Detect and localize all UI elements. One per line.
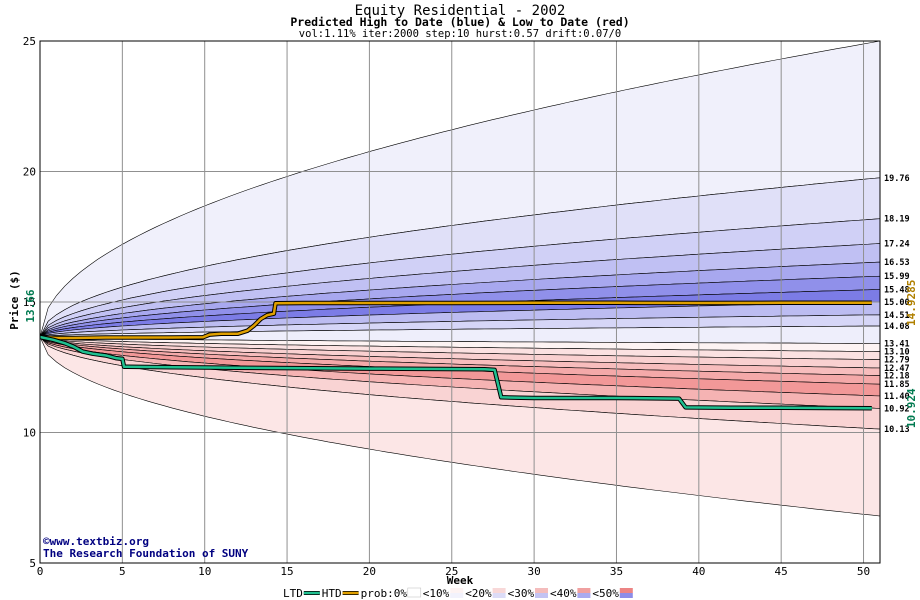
plot-frame (39, 40, 881, 564)
legend-bucket-swatch-red (535, 588, 548, 593)
legend-bucket-label: <10% (423, 587, 450, 600)
htd-line (39, 301, 872, 340)
legend-bucket-swatch-blue (577, 593, 591, 598)
legend-prob-swatch (407, 587, 422, 598)
x-tick-label: 0 (37, 565, 44, 578)
band-end-label: 12.18 (884, 372, 910, 382)
band-end-label: 15.00 (884, 298, 910, 308)
band-end-label: 10.92 (884, 404, 910, 414)
chart-subtitle: Predicted High to Date (blue) & Low to D… (290, 15, 629, 29)
chart-params: vol:1.11% iter:2000 step:10 hurst:0.57 d… (299, 28, 621, 40)
y-tick-label: 5 (29, 557, 36, 570)
legend-bucket-swatch-red (492, 588, 506, 593)
chart-title: Equity Residential - 2002 (355, 3, 566, 19)
legend-bucket-label: <50% (592, 587, 619, 600)
band-end-label: 16.53 (884, 258, 910, 268)
band-end-labels: 19.76 18.19 17.24 16.53 15.99 15.48 15.00 14.51… (884, 174, 910, 435)
watermark-org: The Research Foundation of SUNY (43, 547, 249, 560)
legend-ltd-label: LTD (283, 587, 303, 600)
x-tick-label: 35 (610, 565, 623, 578)
band-end-label: 10.13 (884, 425, 910, 435)
x-axis-label: Week (447, 574, 474, 587)
band-end-label: 18.19 (884, 215, 910, 225)
htd-end-label: 14.9285 (905, 280, 918, 326)
ltd-line (39, 335, 872, 410)
band-end-label: 11.40 (884, 392, 910, 402)
legend-htd-label: HTD (322, 587, 342, 600)
x-tick-label: 10 (198, 565, 211, 578)
legend-bucket-swatch-blue (619, 593, 633, 598)
legend-bucket-swatch-blue (535, 593, 548, 598)
band-end-label: 12.79 (884, 356, 910, 366)
band-end-label: 15.48 (884, 285, 910, 295)
legend-bucket-swatch-blue (492, 593, 506, 598)
band-end-label: 12.47 (884, 364, 910, 374)
x-tick-label: 25 (445, 565, 458, 578)
legend: LTD HTD prob:0% <10% <20% <30% <40% <50% (283, 587, 633, 600)
legend-prob-label: prob:0% (361, 587, 408, 600)
start-price-label: 13.66 (24, 289, 37, 322)
x-tick-label: 5 (119, 565, 126, 578)
band-end-label: 13.10 (884, 348, 910, 358)
x-tick-label: 40 (692, 565, 705, 578)
band-end-label: 14.51 (884, 311, 910, 321)
y-tick-label: 20 (23, 166, 36, 179)
x-tick-label: 20 (363, 565, 376, 578)
y-tick-label: 25 (23, 35, 36, 48)
legend-bucket-label: <30% (508, 587, 535, 600)
x-tick-label: 50 (857, 565, 870, 578)
x-tick-label: 45 (775, 565, 788, 578)
band-end-label: 11.85 (884, 380, 910, 390)
band-end-label: 15.99 (884, 272, 910, 282)
x-tick-label: 30 (527, 565, 540, 578)
y-axis-label: Price ($) (8, 270, 21, 330)
series-lines (39, 300, 872, 411)
legend-bucket-label: <40% (550, 587, 577, 600)
band-end-label: 17.24 (884, 240, 910, 250)
legend-bucket-swatch-red (450, 588, 464, 593)
legend-bucket-label: <20% (465, 587, 492, 600)
band-end-label: 14.08 (884, 322, 910, 332)
band-end-label: 13.41 (884, 339, 910, 349)
legend-bucket-swatch-red (619, 588, 633, 593)
x-tick-label: 15 (280, 565, 293, 578)
y-tick-label: 15 (23, 296, 36, 309)
ltd-end-label: 10.924 (905, 388, 918, 428)
legend-bucket-swatch-red (577, 588, 591, 593)
legend-bucket-swatch-blue (450, 593, 464, 598)
y-tick-label: 10 (23, 427, 36, 440)
watermark-url: ©www.textbiz.org (43, 535, 149, 548)
band-end-label: 19.76 (884, 174, 910, 184)
